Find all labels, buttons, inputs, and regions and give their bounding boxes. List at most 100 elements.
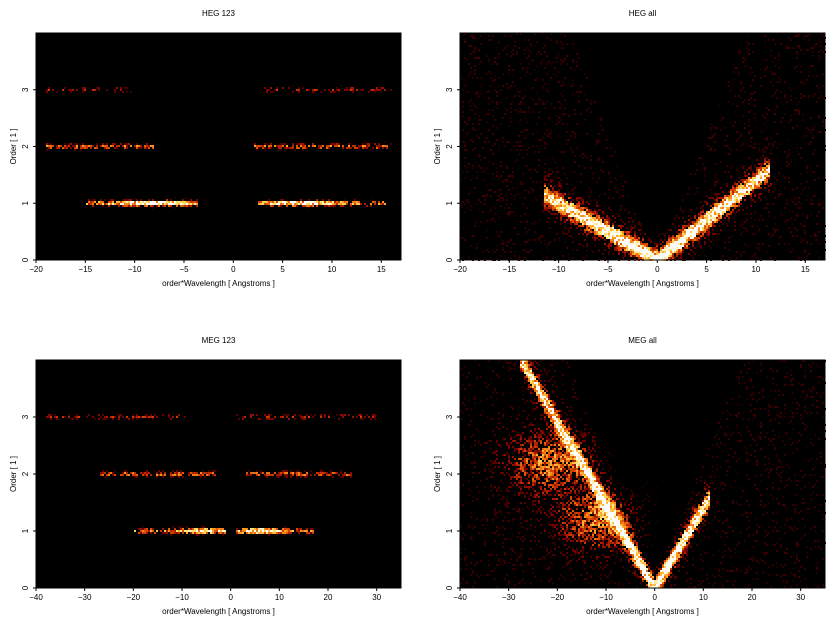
- heatmap-cell: [466, 199, 468, 201]
- heatmap-cell: [570, 205, 572, 207]
- heatmap-cell: [660, 251, 662, 253]
- heatmap-cell: [620, 195, 622, 197]
- heatmap-cell: [470, 245, 472, 247]
- heatmap-cell: [636, 237, 638, 239]
- heatmap-cell: [578, 209, 580, 211]
- heatmap-cell: [118, 203, 120, 205]
- heatmap-cell: [720, 217, 722, 219]
- heatmap-cell: [670, 239, 672, 241]
- heatmap-cell: [562, 95, 564, 97]
- heatmap-cell: [300, 145, 302, 147]
- heatmap-cell: [744, 57, 746, 59]
- heatmap-cell: [146, 530, 148, 532]
- heatmap-cell: [770, 406, 772, 408]
- heatmap-cell: [214, 532, 216, 534]
- heatmap-cell: [632, 139, 634, 141]
- heatmap-cell: [290, 147, 292, 149]
- heatmap-cell: [530, 73, 532, 75]
- heatmap-cell: [618, 45, 620, 47]
- heatmap-cell: [570, 215, 572, 217]
- heatmap-cell: [296, 530, 298, 532]
- heatmap-cell: [480, 85, 482, 87]
- heatmap-cell: [774, 197, 776, 199]
- heatmap-cell: [792, 211, 794, 213]
- heatmap-cell: [720, 161, 722, 163]
- heatmap-cell: [140, 530, 142, 532]
- heatmap-cell: [716, 213, 718, 215]
- heatmap-cell: [770, 81, 772, 83]
- heatmap-cell: [488, 109, 490, 111]
- heatmap-cell: [474, 73, 476, 75]
- heatmap-cell: [220, 530, 222, 532]
- heatmap-cell: [304, 143, 306, 145]
- heatmap-cell: [574, 137, 576, 139]
- heatmap-cell: [614, 231, 616, 233]
- heatmap-cell: [684, 245, 686, 247]
- heatmap-cell: [536, 77, 538, 79]
- heatmap-cell: [682, 211, 684, 213]
- heatmap-cell: [576, 199, 578, 201]
- heatmap-cell: [618, 251, 620, 253]
- heatmap-cell: [718, 193, 720, 195]
- heatmap-cell: [700, 225, 702, 227]
- heatmap-cell: [198, 534, 200, 536]
- heatmap-cell: [358, 203, 360, 205]
- heatmap-cell: [540, 380, 542, 382]
- heatmap-cell: [522, 360, 524, 362]
- heatmap-cell: [214, 474, 216, 476]
- heatmap-cell: [760, 63, 762, 65]
- heatmap-cell: [544, 163, 546, 165]
- heatmap-cell: [576, 217, 578, 219]
- heatmap-cell: [690, 239, 692, 241]
- heatmap-cell: [688, 237, 690, 239]
- heatmap-cell: [96, 147, 98, 149]
- heatmap-cell: [562, 209, 564, 211]
- heatmap-cell: [738, 412, 740, 414]
- heatmap-cell: [258, 532, 260, 534]
- heatmap-cell: [136, 203, 138, 205]
- heatmap-cell: [602, 217, 604, 219]
- heatmap-cell: [718, 205, 720, 207]
- heatmap-cell: [110, 472, 112, 474]
- heatmap-cell: [670, 249, 672, 251]
- heatmap-cell: [518, 103, 520, 105]
- heatmap-cell: [480, 221, 482, 223]
- heatmap-cell: [110, 203, 112, 205]
- heatmap-cell: [752, 71, 754, 73]
- heatmap-cell: [372, 416, 374, 418]
- heatmap-cell: [520, 362, 522, 364]
- heatmap-cell: [742, 376, 744, 378]
- heatmap-cell: [320, 472, 322, 474]
- heatmap-cell: [760, 171, 762, 173]
- heatmap-cell: [302, 145, 304, 147]
- heatmap-cell: [792, 392, 794, 394]
- heatmap-cell: [128, 143, 130, 145]
- heatmap-cell: [528, 386, 530, 388]
- heatmap-cell: [812, 153, 814, 155]
- y-axis-label: Order [ 1 ]: [433, 128, 442, 164]
- heatmap-cell: [716, 211, 718, 213]
- heatmap-cell: [470, 384, 472, 386]
- heatmap-cell: [562, 167, 564, 169]
- heatmap-cell: [528, 193, 530, 195]
- heatmap-cell: [202, 532, 204, 534]
- heatmap-cell: [818, 87, 820, 89]
- heatmap-cell: [556, 201, 558, 203]
- heatmap-cell: [544, 388, 546, 390]
- heatmap-cell: [104, 199, 106, 201]
- heatmap-cell: [718, 197, 720, 199]
- heatmap-cell: [472, 123, 474, 125]
- heatmap-cell: [528, 229, 530, 231]
- heatmap-cell: [780, 43, 782, 45]
- heatmap-cell: [308, 532, 310, 534]
- heatmap-cell: [532, 382, 534, 384]
- heatmap-cell: [520, 33, 522, 35]
- heatmap-cell: [548, 396, 550, 398]
- heatmap-cell: [714, 221, 716, 223]
- heatmap-cell: [572, 249, 574, 251]
- heatmap-cell: [486, 386, 488, 388]
- heatmap-cell: [566, 123, 568, 125]
- heatmap-cell: [606, 225, 608, 227]
- heatmap-cell: [590, 223, 592, 225]
- heatmap-cell: [510, 251, 512, 253]
